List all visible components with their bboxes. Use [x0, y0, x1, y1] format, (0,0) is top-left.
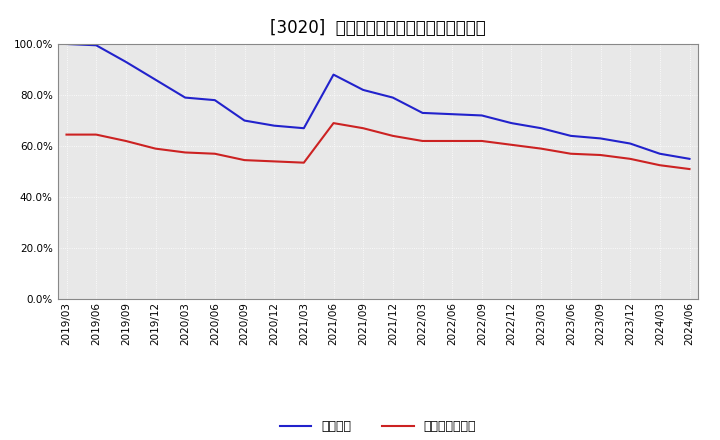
固定長期適合率: [507, 142, 516, 147]
Title: [3020]  固定比率、固定長期適合率の推移: [3020] 固定比率、固定長期適合率の推移: [270, 19, 486, 37]
固定長期適合率: [418, 138, 427, 143]
固定長期適合率: [537, 146, 546, 151]
Line: 固定長期適合率: 固定長期適合率: [66, 123, 690, 169]
固定比率: [181, 95, 189, 100]
固定長期適合率: [477, 138, 486, 143]
固定比率: [655, 151, 664, 156]
固定長期適合率: [596, 152, 605, 158]
固定長期適合率: [329, 121, 338, 126]
固定長期適合率: [181, 150, 189, 155]
固定長期適合率: [151, 146, 160, 151]
固定比率: [92, 43, 101, 48]
Legend: 固定比率, 固定長期適合率: 固定比率, 固定長期適合率: [280, 420, 476, 433]
固定長期適合率: [685, 166, 694, 172]
固定比率: [537, 125, 546, 131]
固定長期適合率: [270, 159, 279, 164]
固定長期適合率: [210, 151, 219, 156]
固定長期適合率: [389, 133, 397, 139]
固定長期適合率: [62, 132, 71, 137]
固定比率: [596, 136, 605, 141]
固定比率: [122, 59, 130, 65]
固定長期適合率: [122, 138, 130, 143]
固定比率: [448, 111, 456, 117]
固定長期適合率: [655, 162, 664, 168]
固定比率: [240, 118, 249, 123]
固定長期適合率: [567, 151, 575, 156]
固定比率: [62, 41, 71, 47]
固定比率: [685, 156, 694, 161]
固定比率: [507, 121, 516, 126]
固定比率: [270, 123, 279, 128]
固定比率: [477, 113, 486, 118]
固定長期適合率: [240, 158, 249, 163]
固定長期適合率: [626, 156, 634, 161]
固定比率: [151, 77, 160, 82]
固定比率: [359, 87, 367, 92]
固定長期適合率: [300, 160, 308, 165]
Line: 固定比率: 固定比率: [66, 44, 690, 159]
固定比率: [300, 125, 308, 131]
固定比率: [389, 95, 397, 100]
固定比率: [329, 72, 338, 77]
固定比率: [210, 98, 219, 103]
固定比率: [567, 133, 575, 139]
固定比率: [626, 141, 634, 146]
固定長期適合率: [359, 125, 367, 131]
固定比率: [418, 110, 427, 116]
固定長期適合率: [448, 138, 456, 143]
固定長期適合率: [92, 132, 101, 137]
